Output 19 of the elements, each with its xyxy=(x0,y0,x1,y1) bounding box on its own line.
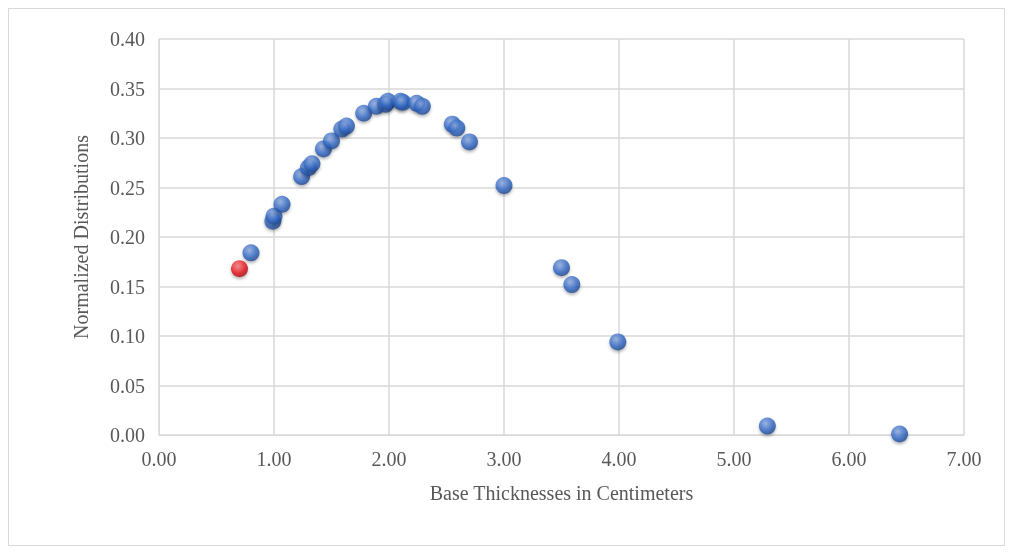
x-tick-label: 1.00 xyxy=(256,448,292,470)
y-tick-label: 0.40 xyxy=(110,28,145,50)
x-tick-label: 6.00 xyxy=(831,448,867,470)
x-axis-title: Base Thicknesses in Centimeters xyxy=(429,482,694,504)
y-tick-label: 0.15 xyxy=(110,275,145,298)
y-tick-label: 0.20 xyxy=(110,226,145,248)
x-tick-label: 5.00 xyxy=(716,448,752,470)
x-tick-label: 0.00 xyxy=(141,448,177,470)
y-tick-label: 0.00 xyxy=(110,424,145,446)
y-tick-label: 0.10 xyxy=(110,325,145,347)
y-tick-label: 0.35 xyxy=(110,77,145,100)
y-tick-label: 0.30 xyxy=(110,127,145,149)
x-tick-label: 4.00 xyxy=(601,448,637,470)
y-tick-label: 0.25 xyxy=(110,176,145,199)
y-axis-title: Normalized Distributions xyxy=(70,134,92,339)
x-tick-label: 2.00 xyxy=(371,448,407,470)
x-tick-label: 3.00 xyxy=(486,448,522,470)
x-tick-label: 7.00 xyxy=(946,448,982,470)
y-tick-label: 0.05 xyxy=(110,374,145,397)
